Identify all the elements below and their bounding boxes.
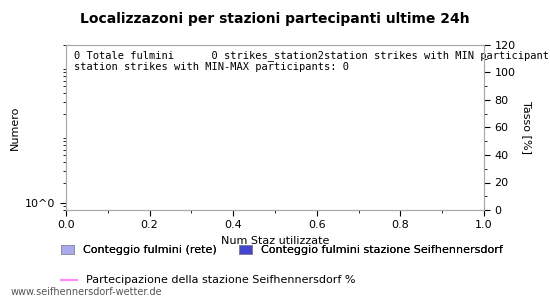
Legend: Conteggio fulmini (rete), Conteggio fulmini stazione Seifhennersdorf: Conteggio fulmini (rete), Conteggio fulm… [60,245,503,255]
Text: Localizzazoni per stazioni partecipanti ultime 24h: Localizzazoni per stazioni partecipanti … [80,12,470,26]
Y-axis label: Tasso [%]: Tasso [%] [522,101,532,154]
Text: 0 Totale fulmini      0 strikes_station2station strikes with MIN participants: 0: 0 Totale fulmini 0 strikes_station2stati… [74,50,550,73]
Text: www.seifhennersdorf-wetter.de: www.seifhennersdorf-wetter.de [11,287,163,297]
Y-axis label: Numero: Numero [10,105,20,150]
X-axis label: Num Staz utilizzate: Num Staz utilizzate [221,236,329,246]
Legend: Partecipazione della stazione Seifhennersdorf %: Partecipazione della stazione Seifhenner… [60,275,356,285]
